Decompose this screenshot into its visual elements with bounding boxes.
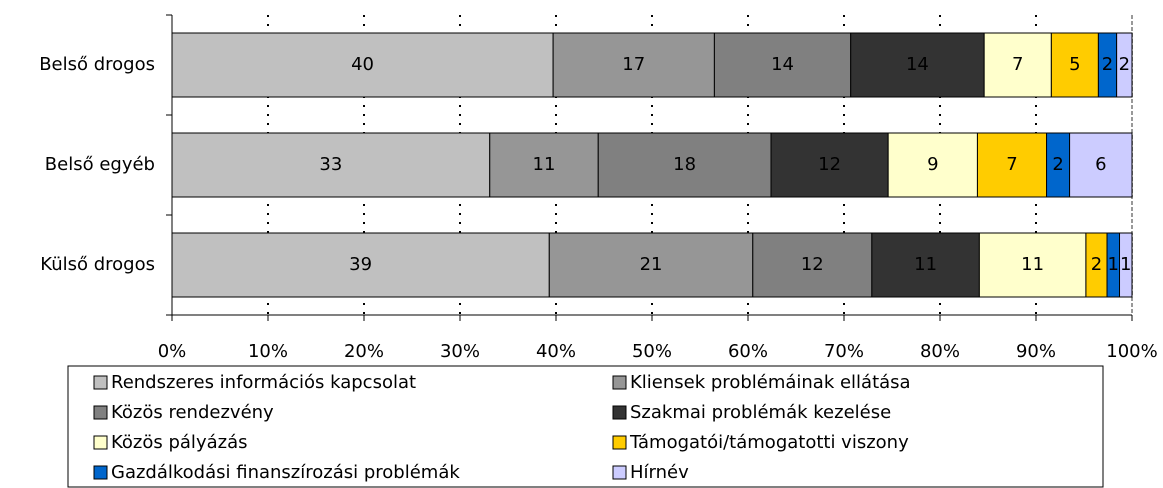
legend-label: Rendszeres információs kapcsolat	[111, 372, 416, 393]
x-tick-label: 30%	[440, 341, 480, 362]
x-tick-label: 10%	[248, 341, 288, 362]
legend-label: Gazdálkodási finanszírozási problémák	[111, 462, 460, 483]
legend-box	[67, 365, 1104, 488]
data-label: 11	[1021, 254, 1044, 275]
bar-segment	[1069, 132, 1133, 198]
bar-segment	[770, 132, 889, 198]
legend-swatch	[612, 465, 627, 480]
data-label: 2	[1091, 254, 1102, 275]
data-label: 2	[1102, 54, 1113, 75]
x-tick-label: 50%	[632, 341, 672, 362]
data-label: 12	[818, 154, 841, 175]
data-label: 7	[1012, 54, 1023, 75]
data-label: 2	[1052, 154, 1063, 175]
data-label: 1	[1120, 254, 1131, 275]
y-tick-label: Belső drogos	[39, 54, 155, 75]
legend-label: Közös pályázás	[111, 432, 247, 453]
data-label: 6	[1095, 154, 1106, 175]
data-label: 7	[1006, 154, 1017, 175]
data-label: 11	[533, 154, 556, 175]
data-label: 5	[1069, 54, 1080, 75]
legend-swatch	[93, 375, 108, 390]
bar-segment	[552, 32, 715, 98]
bar-segment	[983, 32, 1052, 98]
bar-segment	[489, 132, 599, 198]
data-label: 39	[349, 254, 372, 275]
bar-segment	[548, 232, 754, 298]
x-tick-label: 40%	[536, 341, 576, 362]
legend-label: Kliensek problémáinak ellátása	[630, 372, 911, 393]
data-label: 2	[1119, 54, 1130, 75]
bar-segment	[1116, 32, 1133, 98]
legend-swatch	[93, 465, 108, 480]
x-tick-label: 90%	[1016, 341, 1056, 362]
x-tick-label: 0%	[158, 341, 187, 362]
bar-segment	[871, 232, 980, 298]
legend-swatch	[612, 405, 627, 420]
bar-segment	[171, 132, 491, 198]
data-label: 33	[319, 154, 342, 175]
data-label: 14	[906, 54, 929, 75]
legend-swatch	[93, 405, 108, 420]
y-tick-label: Külső drogos	[40, 254, 155, 275]
legend-label: Támogatói/támogatotti viszony	[629, 432, 909, 453]
data-label: 14	[771, 54, 794, 75]
x-tick-label: 20%	[344, 341, 384, 362]
data-label: 17	[622, 54, 645, 75]
data-label: 40	[351, 54, 374, 75]
bar-segment	[1119, 232, 1133, 298]
data-label: 1	[1108, 254, 1119, 275]
legend-label: Hírnév	[630, 462, 689, 483]
legend-label: Közös rendezvény	[111, 402, 274, 423]
bar-segment	[887, 132, 978, 198]
data-label: 18	[673, 154, 696, 175]
bar-segment	[597, 132, 772, 198]
bar-segment	[713, 32, 852, 98]
x-tick-label: 100%	[1106, 341, 1157, 362]
bar-segment	[978, 232, 1087, 298]
legend-swatch	[93, 435, 108, 450]
legend-swatch	[612, 375, 627, 390]
bar-segment	[171, 232, 550, 298]
legend-label: Szakmai problémák kezelése	[630, 402, 891, 423]
data-label: 21	[640, 254, 663, 275]
data-label: 11	[914, 254, 937, 275]
data-label: 12	[801, 254, 824, 275]
x-tick-label: 70%	[824, 341, 864, 362]
legend-swatch	[612, 435, 627, 450]
bar-segment	[752, 232, 873, 298]
x-tick-label: 80%	[920, 341, 960, 362]
bar-segment	[171, 32, 554, 98]
data-label: 9	[927, 154, 938, 175]
bar-segment	[976, 132, 1048, 198]
x-tick-label: 60%	[728, 341, 768, 362]
y-tick-label: Belső egyéb	[45, 154, 155, 175]
